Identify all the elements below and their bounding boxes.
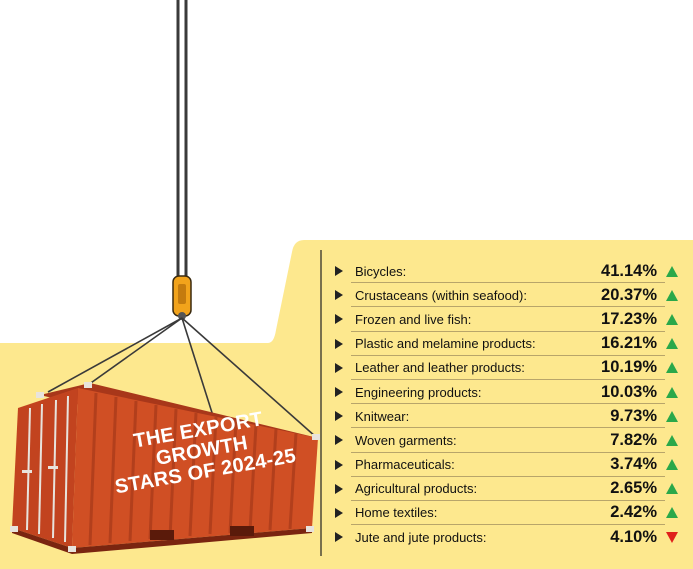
arrow-up-icon: [666, 410, 678, 422]
arrow-up-icon: [666, 434, 678, 446]
triangle-bullet-icon: [335, 290, 343, 301]
arrow-down-icon: [666, 531, 678, 543]
list-item: Frozen and live fish: 17.23%: [335, 307, 685, 332]
item-value: 3.74%: [610, 455, 657, 474]
item-label: Plastic and melamine products:: [355, 336, 536, 352]
hook-icon: [172, 275, 192, 320]
item-label: Crustaceans (within seafood):: [355, 287, 527, 303]
triangle-bullet-icon: [335, 314, 343, 325]
item-label: Pharmaceuticals:: [355, 457, 455, 473]
arrow-up-icon: [666, 483, 678, 495]
item-value: 2.42%: [610, 503, 657, 522]
item-value: 17.23%: [601, 309, 657, 328]
arrow-up-icon: [666, 459, 678, 471]
item-label: Engineering products:: [355, 384, 482, 400]
list-item: Crustaceans (within seafood): 20.37%: [335, 283, 685, 308]
item-value: 10.03%: [601, 382, 657, 401]
list-item: Jute and jute products: 4.10%: [335, 525, 685, 549]
arrow-up-icon: [666, 386, 678, 398]
export-list: Bicycles: 41.14% Crustaceans (within seafo…: [335, 259, 685, 549]
arrow-up-icon: [666, 507, 678, 519]
list-item: Pharmaceuticals: 3.74%: [335, 453, 685, 477]
arrow-up-icon: [666, 338, 678, 350]
triangle-bullet-icon: [335, 266, 343, 277]
list-item: Plastic and melamine products: 16.21%: [335, 332, 685, 356]
list-item: Leather and leather products: 10.19%: [335, 356, 685, 381]
item-value: 10.19%: [601, 358, 657, 377]
triangle-bullet-icon: [335, 459, 343, 470]
list-item: Bicycles: 41.14%: [335, 259, 685, 284]
item-label: Jute and jute products:: [355, 529, 487, 545]
shipping-container: [10, 382, 320, 554]
list-item: Knitwear: 9.73%: [335, 404, 685, 429]
item-label: Home textiles:: [355, 505, 438, 521]
item-value: 4.10%: [610, 527, 657, 546]
item-value: 20.37%: [601, 285, 657, 304]
list-item: Agricultural products: 2.65%: [335, 477, 685, 502]
list-item: Engineering products: 10.03%: [335, 380, 685, 405]
item-label: Knitwear:: [355, 408, 410, 424]
item-label: Leather and leather products:: [355, 360, 525, 376]
triangle-bullet-icon: [335, 507, 343, 518]
triangle-bullet-icon: [335, 435, 343, 446]
arrow-up-icon: [666, 289, 678, 301]
triangle-bullet-icon: [335, 362, 343, 373]
arrow-up-icon: [666, 265, 678, 277]
triangle-bullet-icon: [335, 483, 343, 494]
item-label: Woven garments:: [355, 432, 457, 448]
item-value: 41.14%: [601, 261, 657, 280]
list-item: Woven garments: 7.82%: [335, 428, 685, 453]
list-item: Home textiles: 2.42%: [335, 501, 685, 526]
item-label: Bicycles:: [355, 263, 407, 279]
item-label: Frozen and live fish:: [355, 311, 472, 327]
arrow-up-icon: [666, 362, 678, 374]
triangle-bullet-icon: [335, 411, 343, 422]
triangle-bullet-icon: [335, 387, 343, 398]
triangle-bullet-icon: [335, 532, 343, 543]
item-value: 2.65%: [610, 479, 657, 498]
crane-cables: [176, 0, 188, 284]
item-value: 16.21%: [601, 334, 657, 353]
item-label: Agricultural products:: [355, 481, 478, 497]
triangle-bullet-icon: [335, 338, 343, 349]
item-value: 9.73%: [610, 406, 657, 425]
item-value: 7.82%: [610, 430, 657, 449]
arrow-up-icon: [666, 313, 678, 325]
